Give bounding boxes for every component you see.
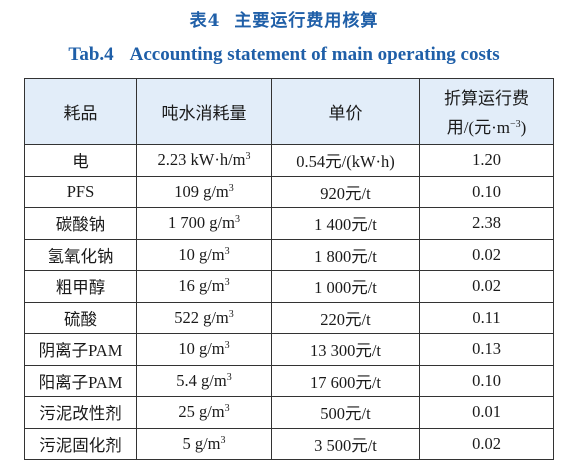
cell-consumption: 10 g/m3: [136, 238, 272, 271]
cell-unit-price: 3 500元/t: [271, 427, 420, 460]
cell-unit-price: 920元/t: [271, 175, 420, 208]
cell-converted-cost: 0.01: [419, 396, 554, 429]
cell-converted-cost: 0.02: [419, 270, 554, 303]
cell-unit-price: 1 000元/t: [271, 270, 420, 303]
cell-consumption: 16 g/m3: [136, 270, 272, 303]
header-consumption: 吨水消耗量: [136, 78, 272, 145]
table-row: 阳离子PAM 5.4 g/m3 17 600元/t 0.10: [24, 364, 554, 397]
operating-cost-table: 耗品 吨水消耗量 单价 折算运行费 用/(元·m−3) 电 2.23 kW·h/m…: [24, 78, 554, 460]
cell-unit-price: 500元/t: [271, 396, 420, 429]
cell-item: 污泥改性剂: [24, 396, 137, 429]
table-title-cn: 主要运行费用核算: [234, 11, 379, 31]
cell-unit-price: 220元/t: [271, 301, 420, 334]
cell-item: PFS: [24, 175, 137, 208]
cell-unit-price: 1 800元/t: [271, 238, 420, 271]
cell-unit-price: 1 400元/t: [271, 207, 420, 240]
cell-converted-cost: 0.13: [419, 333, 554, 366]
cell-consumption: 10 g/m3: [136, 333, 272, 366]
table-row: 电 2.23 kW·h/m3 0.54元/(kW·h) 1.20: [24, 144, 554, 177]
cell-consumption: 109 g/m3: [136, 175, 272, 208]
table-caption-cn: 表4 主要运行费用核算: [0, 6, 568, 31]
header-converted-cost-line1: 折算运行费: [444, 89, 529, 108]
cell-item: 碳酸钠: [24, 207, 137, 240]
cell-unit-price: 13 300元/t: [271, 333, 420, 366]
table-row: 粗甲醇 16 g/m3 1 000元/t 0.02: [24, 270, 554, 303]
header-item: 耗品: [24, 78, 137, 145]
cell-item: 粗甲醇: [24, 270, 137, 303]
table-row: 污泥固化剂 5 g/m3 3 500元/t 0.02: [24, 427, 554, 460]
cell-converted-cost: 0.02: [419, 427, 554, 460]
header-unit-price: 单价: [271, 78, 420, 145]
cell-item: 电: [24, 144, 137, 177]
cell-converted-cost: 2.38: [419, 207, 554, 240]
cell-item: 硫酸: [24, 301, 137, 334]
cell-consumption: 25 g/m3: [136, 396, 272, 429]
table-header-row: 耗品 吨水消耗量 单价 折算运行费 用/(元·m−3): [24, 78, 554, 145]
cell-consumption: 2.23 kW·h/m3: [136, 144, 272, 177]
cell-converted-cost: 1.20: [419, 144, 554, 177]
table-label-en: Tab.4: [68, 44, 114, 65]
table-row: 阴离子PAM 10 g/m3 13 300元/t 0.13: [24, 333, 554, 366]
table-row: 硫酸 522 g/m3 220元/t 0.11: [24, 301, 554, 334]
table-row: 碳酸钠 1 700 g/m3 1 400元/t 2.38: [24, 207, 554, 240]
cell-consumption: 522 g/m3: [136, 301, 272, 334]
cell-item: 氢氧化钠: [24, 238, 137, 271]
cell-converted-cost: 0.10: [419, 364, 554, 397]
cell-consumption: 5.4 g/m3: [136, 364, 272, 397]
cell-consumption: 5 g/m3: [136, 427, 272, 460]
table-title-en: Accounting statement of main operating c…: [129, 44, 500, 65]
cell-converted-cost: 0.02: [419, 238, 554, 271]
cell-unit-price: 0.54元/(kW·h): [271, 144, 420, 177]
cell-converted-cost: 0.10: [419, 175, 554, 208]
table-row: 污泥改性剂 25 g/m3 500元/t 0.01: [24, 396, 554, 429]
table-row: 氢氧化钠 10 g/m3 1 800元/t 0.02: [24, 238, 554, 271]
cell-consumption: 1 700 g/m3: [136, 207, 272, 240]
table-label-cn: 表4: [189, 11, 221, 31]
header-converted-cost-line2: 用/(元·m−3): [446, 118, 527, 137]
cell-item: 污泥固化剂: [24, 427, 137, 460]
cell-converted-cost: 0.11: [419, 301, 554, 334]
table-row: PFS 109 g/m3 920元/t 0.10: [24, 175, 554, 208]
cell-item: 阴离子PAM: [24, 333, 137, 366]
cell-item: 阳离子PAM: [24, 364, 137, 397]
table-caption-en: Tab.4 Accounting statement of main operat…: [0, 44, 568, 66]
header-converted-cost: 折算运行费 用/(元·m−3): [419, 78, 554, 145]
cell-unit-price: 17 600元/t: [271, 364, 420, 397]
